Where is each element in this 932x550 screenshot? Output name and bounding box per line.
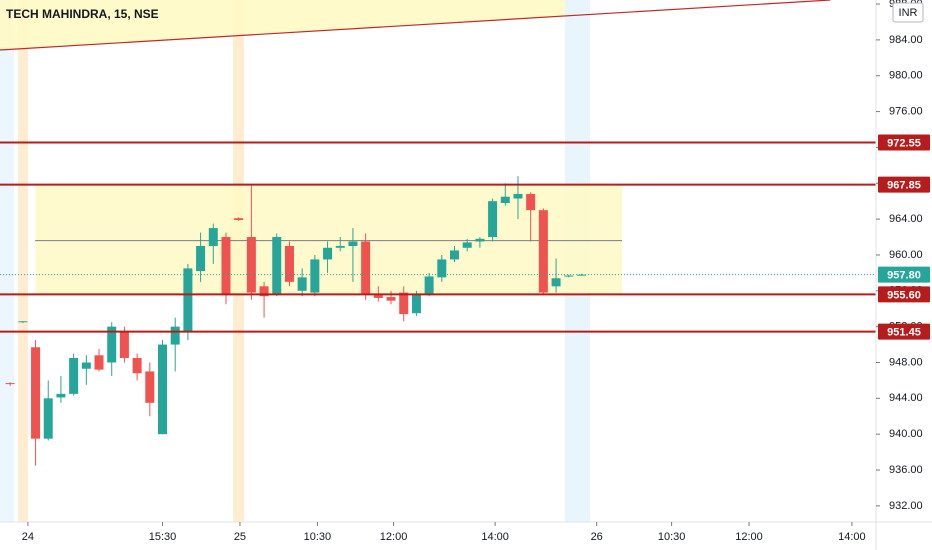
y-tick-label: 948.00	[889, 356, 923, 368]
x-tick-label: 25	[234, 531, 246, 543]
chart-title: TECH MAHINDRA, 15, NSE	[6, 7, 159, 21]
axes: 932.00936.00940.00944.00948.00952.00956.…	[22, 0, 930, 543]
candle-body	[513, 194, 523, 199]
y-tick-label: 944.00	[889, 392, 923, 404]
candle-body	[208, 228, 218, 246]
candle-body	[424, 276, 434, 295]
candle-body	[272, 237, 282, 295]
level-tag	[878, 176, 930, 193]
x-tick-label: 15:30	[149, 531, 177, 543]
y-tick-label: 932.00	[889, 500, 923, 512]
range-box	[35, 184, 623, 295]
candle-body	[399, 292, 409, 315]
candle-body	[221, 237, 231, 296]
candle-body	[170, 326, 180, 345]
y-tick-label: 984.00	[889, 34, 923, 46]
x-tick-label: 26	[591, 531, 603, 543]
candle-body	[107, 326, 117, 363]
candle-body	[69, 358, 79, 394]
candle-body	[361, 241, 371, 294]
level-label: 972.55	[887, 137, 921, 149]
currency-box[interactable]	[892, 2, 924, 23]
candle-body	[81, 362, 91, 369]
candle-body	[196, 245, 206, 272]
candle-body	[145, 371, 155, 403]
level-label: 967.85	[887, 180, 921, 192]
currency-label: INR	[899, 7, 918, 19]
level-label: 951.45	[887, 326, 921, 338]
candle-body	[119, 331, 129, 359]
x-tick-label: 14:00	[481, 531, 509, 543]
candle-body	[437, 259, 447, 278]
highlight-band	[0, 0, 14, 522]
level-label: 955.60	[887, 289, 921, 301]
candle-body	[94, 355, 104, 370]
candle-body	[323, 247, 333, 260]
candle-body	[386, 297, 396, 301]
candle-body	[373, 295, 383, 298]
channel-fill	[0, 0, 565, 51]
candles	[5, 176, 586, 466]
y-tick-label: 960.00	[889, 249, 923, 261]
level-tag	[878, 323, 930, 340]
candle-body	[335, 245, 345, 248]
candle-body	[450, 250, 460, 260]
x-tick-label: 12:00	[735, 531, 763, 543]
level-tag	[878, 134, 930, 151]
candle-body	[348, 241, 358, 246]
candle-body	[462, 242, 472, 248]
candle-body	[500, 196, 510, 203]
candle-body	[475, 238, 485, 242]
candle-body	[56, 393, 66, 398]
candle-body	[246, 237, 256, 293]
y-tick-label: 940.00	[889, 428, 923, 440]
x-tick-label: 24	[22, 531, 34, 543]
y-tick-label: 964.00	[889, 213, 923, 225]
y-tick-label: 936.00	[889, 464, 923, 476]
candle-body	[576, 274, 586, 276]
candle-body	[284, 245, 294, 282]
candle-body	[488, 201, 498, 238]
levels	[0, 141, 876, 333]
candle-body	[551, 278, 561, 287]
candle-body	[183, 268, 193, 332]
last-price-label: 957.80	[887, 270, 921, 282]
x-tick-label: 14:00	[838, 531, 866, 543]
x-tick-label: 10:30	[658, 531, 686, 543]
candle-body	[259, 286, 269, 297]
candle-body	[526, 194, 536, 211]
candle-body	[411, 294, 421, 314]
y-tick-label: 980.00	[889, 70, 923, 82]
candle-body	[297, 277, 307, 291]
drawings	[0, 0, 831, 295]
candle-body	[158, 344, 168, 435]
candle-body	[18, 321, 28, 323]
x-tick-label: 10:30	[304, 531, 332, 543]
candle-body	[538, 210, 548, 293]
candle-body	[234, 218, 244, 221]
y-tick-label: 976.00	[889, 105, 923, 117]
x-tick-label: 12:00	[380, 531, 408, 543]
highlight-band	[18, 0, 28, 522]
candle-body	[43, 398, 53, 439]
candle-body	[564, 275, 574, 277]
candle-body	[310, 259, 320, 293]
last-price-tag	[878, 266, 930, 283]
candle-body	[5, 383, 15, 385]
level-tag	[878, 286, 930, 303]
candle-body	[132, 358, 142, 374]
trend-line	[0, 0, 831, 51]
candle-body	[31, 347, 41, 439]
